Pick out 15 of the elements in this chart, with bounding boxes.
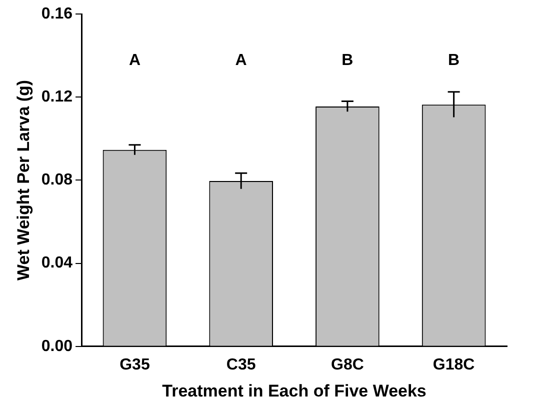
y-tick-label: 0.00	[41, 338, 73, 355]
x-tick-label: C35	[226, 356, 256, 374]
annotation: B	[342, 52, 354, 69]
annotation: B	[448, 52, 460, 69]
y-tick-label: 0.12	[41, 88, 73, 106]
annotation: A	[235, 52, 248, 69]
x-tick-label: G18C	[432, 356, 476, 374]
x-axis-title: Treatment in Each of Five Weeks	[162, 381, 426, 400]
y-axis-title: Wet Weight Per Larva (g)	[14, 80, 33, 280]
y-tick-label: 0.08	[41, 172, 73, 189]
x-tick-label: G35	[120, 356, 150, 374]
y-tick-label: 0.04	[41, 254, 73, 272]
x-tick-label: G8C	[331, 356, 364, 374]
y-tick-label: 0.16	[41, 5, 73, 22]
annotation: A	[128, 52, 141, 69]
